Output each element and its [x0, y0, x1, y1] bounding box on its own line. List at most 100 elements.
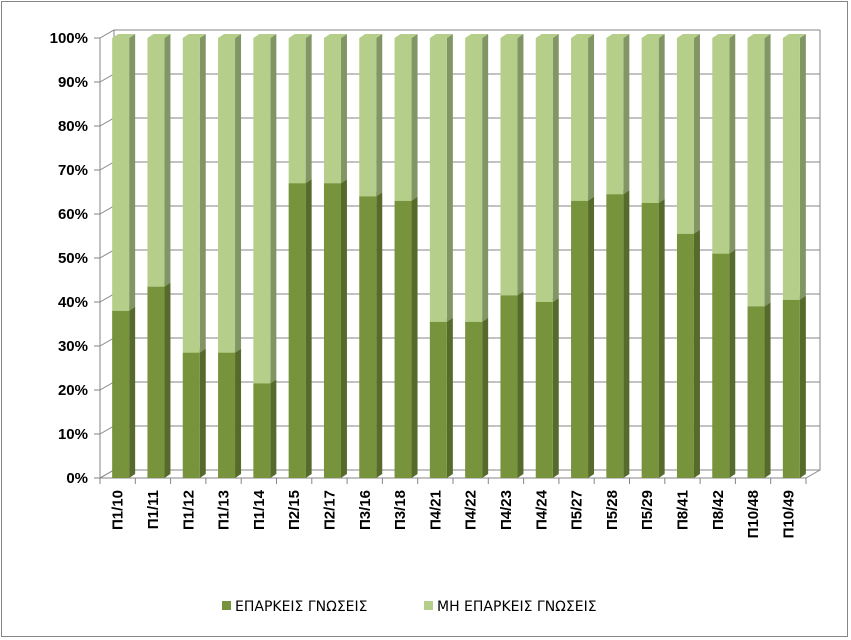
y-tick-label: 40%	[58, 294, 88, 311]
bar-segment-mi-epar	[465, 38, 483, 322]
bar-segment-mi-epar	[253, 38, 271, 384]
x-tick-label: Π8/41	[674, 490, 691, 530]
bar-stack	[323, 34, 347, 478]
bar-segment-side	[588, 196, 595, 479]
x-tick-label: Π4/21	[427, 490, 444, 530]
gridline	[99, 337, 820, 347]
bar-segment-side	[517, 291, 524, 478]
bar-segment-mi-epar	[218, 38, 236, 353]
bar-stack	[218, 34, 242, 478]
bar-stack	[641, 34, 665, 478]
x-tick-label: Π3/16	[357, 490, 374, 530]
bar-segment-mi-epar	[182, 38, 200, 353]
bar-segment-side	[729, 249, 736, 478]
bar-segment-top	[676, 34, 700, 38]
bar-segment-epar	[500, 295, 518, 478]
bar-segment-top	[535, 34, 559, 38]
bar-stack	[359, 34, 383, 478]
bar-segment-mi-epar	[535, 38, 553, 302]
bar-segment-top	[606, 34, 630, 38]
bar-segment-mi-epar	[147, 38, 165, 287]
x-tick-label: Π1/12	[180, 490, 197, 530]
bar-segment-side	[552, 298, 559, 478]
bar-segment-epar	[218, 352, 236, 478]
legend-item: ΕΠΑΡΚΕΙΣ ΓΝΩΣΕΙΣ	[222, 599, 367, 615]
bar-segment-side	[129, 306, 136, 478]
bar-segment-mi-epar	[323, 38, 341, 184]
y-tick-label: 10%	[58, 426, 88, 443]
bar-segment-top	[500, 34, 524, 38]
x-tick-label: Π3/18	[392, 490, 409, 530]
y-tick-label: 90%	[58, 74, 88, 91]
bar-segment-side	[482, 34, 489, 322]
gridline	[99, 29, 820, 39]
gridlines	[99, 29, 820, 479]
bar-segment-side	[270, 34, 277, 384]
bar-stack	[571, 34, 595, 479]
gridline	[99, 161, 820, 171]
gridline	[99, 425, 820, 435]
bar-segment-mi-epar	[676, 38, 694, 234]
y-tick-label: 50%	[58, 250, 88, 267]
bar-segment-epar	[182, 352, 200, 478]
x-tick-label: Π4/22	[463, 490, 480, 530]
bar-segment-mi-epar	[359, 38, 377, 197]
bar-segment-mi-epar	[394, 38, 412, 201]
bar-segment-side	[411, 34, 418, 201]
bar-segment-side	[764, 302, 771, 478]
x-tick-label: Π10/49	[780, 490, 797, 538]
bar-segment-top	[182, 34, 206, 38]
bar-segment-mi-epar	[747, 38, 765, 307]
y-tick-label: 20%	[58, 382, 88, 399]
bar-segment-side	[199, 348, 206, 478]
bar-segment-mi-epar	[712, 38, 730, 254]
bar-segment-side	[340, 179, 347, 478]
y-tick-label: 30%	[58, 338, 88, 355]
bar-segment-side	[729, 34, 736, 254]
bar-stack	[535, 34, 559, 478]
bar-stack	[147, 34, 171, 478]
bar-segment-epar	[465, 321, 483, 478]
bar-segment-side	[235, 348, 242, 478]
bar-segment-epar	[782, 299, 800, 478]
x-tick-label: Π1/11	[145, 490, 162, 529]
bar-segment-side	[446, 34, 453, 322]
bar-segment-side	[764, 34, 771, 307]
bar-segment-epar	[747, 306, 765, 478]
bars	[112, 34, 806, 479]
bar-segment-epar	[112, 310, 130, 478]
bar-segment-mi-epar	[500, 38, 518, 296]
bar-segment-epar	[606, 194, 624, 478]
bar-segment-mi-epar	[288, 38, 306, 184]
bar-stack	[712, 34, 736, 478]
bar-stack	[676, 34, 700, 478]
y-axis-ticks: 0% 10% 20% 30% 40% 50% 60% 70% 80% 90% 100%	[50, 30, 88, 487]
bar-segment-side	[270, 379, 277, 478]
bar-stack	[500, 34, 524, 478]
bar-segment-side	[517, 34, 524, 296]
y-tick-label: 70%	[58, 162, 88, 179]
bar-segment-top	[782, 34, 806, 38]
bar-segment-epar	[641, 203, 659, 478]
bar-stack	[394, 34, 418, 479]
bar-segment-side	[623, 190, 630, 478]
bar-segment-top	[359, 34, 383, 38]
gridline	[99, 381, 820, 391]
x-tick-label: Π8/42	[710, 490, 727, 530]
bar-segment-mi-epar	[606, 38, 624, 195]
gridline	[99, 117, 820, 127]
bar-segment-mi-epar	[641, 38, 659, 203]
bar-segment-side	[658, 34, 665, 203]
y-tick-label: 60%	[58, 206, 88, 223]
legend-swatch	[424, 601, 433, 610]
x-tick-label: Π10/48	[745, 490, 762, 538]
bar-segment-mi-epar	[782, 38, 800, 300]
x-tick-label: Π5/27	[569, 490, 586, 530]
bar-segment-top	[394, 34, 418, 38]
x-tick-label: Π1/14	[251, 489, 268, 530]
bar-segment-side	[693, 34, 700, 234]
x-tick-label: Π5/29	[639, 490, 656, 530]
legend-item: ΜΗ ΕΠΑΡΚΕΙΣ ΓΝΩΣΕΙΣ	[424, 599, 597, 615]
bar-segment-side	[693, 229, 700, 478]
